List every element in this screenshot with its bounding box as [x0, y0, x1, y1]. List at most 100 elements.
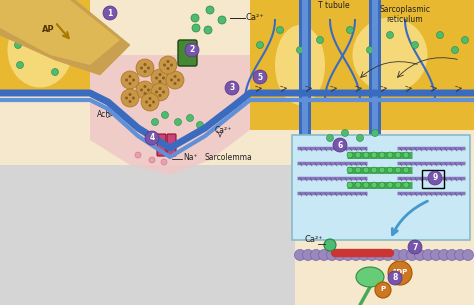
Circle shape	[166, 67, 170, 70]
Circle shape	[52, 69, 58, 76]
Circle shape	[159, 56, 177, 74]
Circle shape	[148, 104, 152, 107]
Circle shape	[395, 182, 401, 188]
Circle shape	[347, 152, 353, 158]
Circle shape	[177, 78, 180, 81]
Circle shape	[166, 71, 184, 89]
Text: 5: 5	[257, 73, 263, 81]
Circle shape	[147, 66, 150, 70]
Circle shape	[162, 91, 165, 94]
Circle shape	[174, 119, 182, 125]
Circle shape	[437, 31, 444, 38]
Polygon shape	[0, 0, 120, 65]
Circle shape	[403, 182, 409, 188]
Circle shape	[355, 167, 361, 173]
Text: 9: 9	[432, 174, 438, 182]
Circle shape	[152, 119, 158, 125]
Circle shape	[391, 249, 401, 260]
Circle shape	[152, 101, 155, 103]
Circle shape	[341, 130, 348, 137]
Circle shape	[151, 69, 169, 87]
Circle shape	[128, 75, 131, 78]
Circle shape	[218, 16, 226, 24]
Circle shape	[132, 96, 135, 99]
FancyBboxPatch shape	[0, 165, 295, 305]
Circle shape	[422, 249, 434, 260]
Circle shape	[103, 6, 117, 20]
Circle shape	[162, 77, 165, 80]
Circle shape	[204, 26, 212, 34]
Circle shape	[132, 78, 135, 81]
Circle shape	[17, 62, 24, 69]
Circle shape	[125, 78, 128, 81]
Circle shape	[162, 112, 168, 119]
Circle shape	[256, 41, 264, 48]
Circle shape	[463, 249, 474, 260]
Circle shape	[135, 152, 141, 158]
Text: 6: 6	[337, 141, 343, 149]
Circle shape	[121, 71, 139, 89]
Circle shape	[158, 80, 162, 83]
Text: T tubule: T tubule	[318, 1, 350, 10]
Circle shape	[379, 182, 385, 188]
Text: Sarcolemma: Sarcolemma	[205, 153, 253, 162]
Circle shape	[206, 6, 214, 14]
Polygon shape	[0, 0, 130, 75]
Circle shape	[31, 31, 38, 38]
Circle shape	[355, 182, 361, 188]
Circle shape	[335, 249, 346, 260]
Text: ADP: ADP	[392, 269, 408, 275]
Circle shape	[173, 75, 176, 78]
Circle shape	[155, 91, 158, 94]
Circle shape	[297, 46, 303, 53]
Circle shape	[52, 46, 58, 53]
Circle shape	[170, 78, 173, 81]
Circle shape	[155, 77, 158, 80]
Ellipse shape	[275, 25, 325, 105]
Text: Ca²⁺: Ca²⁺	[246, 13, 265, 21]
FancyBboxPatch shape	[369, 0, 381, 135]
Circle shape	[408, 240, 422, 254]
FancyBboxPatch shape	[299, 0, 311, 135]
Text: Sarcoplasmic
reticulum: Sarcoplasmic reticulum	[380, 5, 430, 24]
Circle shape	[317, 37, 323, 44]
Circle shape	[66, 37, 73, 44]
Circle shape	[347, 182, 353, 188]
Circle shape	[455, 249, 465, 260]
Circle shape	[327, 249, 337, 260]
Circle shape	[346, 27, 354, 34]
Circle shape	[225, 81, 239, 95]
Circle shape	[356, 135, 364, 142]
Circle shape	[145, 131, 159, 145]
FancyBboxPatch shape	[292, 135, 470, 240]
Circle shape	[350, 249, 362, 260]
Circle shape	[395, 152, 401, 158]
Circle shape	[388, 261, 412, 285]
Circle shape	[324, 239, 336, 251]
Circle shape	[363, 167, 369, 173]
Circle shape	[66, 56, 73, 63]
Circle shape	[355, 152, 361, 158]
Text: P: P	[381, 286, 385, 292]
FancyBboxPatch shape	[157, 134, 166, 156]
Circle shape	[140, 66, 143, 70]
Circle shape	[379, 167, 385, 173]
Circle shape	[411, 41, 419, 48]
Circle shape	[371, 152, 377, 158]
Circle shape	[166, 60, 170, 63]
Text: Ach: Ach	[97, 110, 111, 119]
Circle shape	[144, 70, 146, 73]
Circle shape	[452, 46, 458, 53]
Circle shape	[379, 152, 385, 158]
FancyBboxPatch shape	[302, 0, 308, 135]
Circle shape	[438, 249, 449, 260]
Circle shape	[147, 88, 150, 91]
Circle shape	[366, 46, 374, 53]
Circle shape	[158, 94, 162, 97]
Text: 8: 8	[392, 274, 398, 282]
Circle shape	[327, 135, 334, 142]
Circle shape	[363, 152, 369, 158]
Circle shape	[144, 63, 146, 66]
Circle shape	[253, 70, 267, 84]
Circle shape	[144, 92, 146, 95]
